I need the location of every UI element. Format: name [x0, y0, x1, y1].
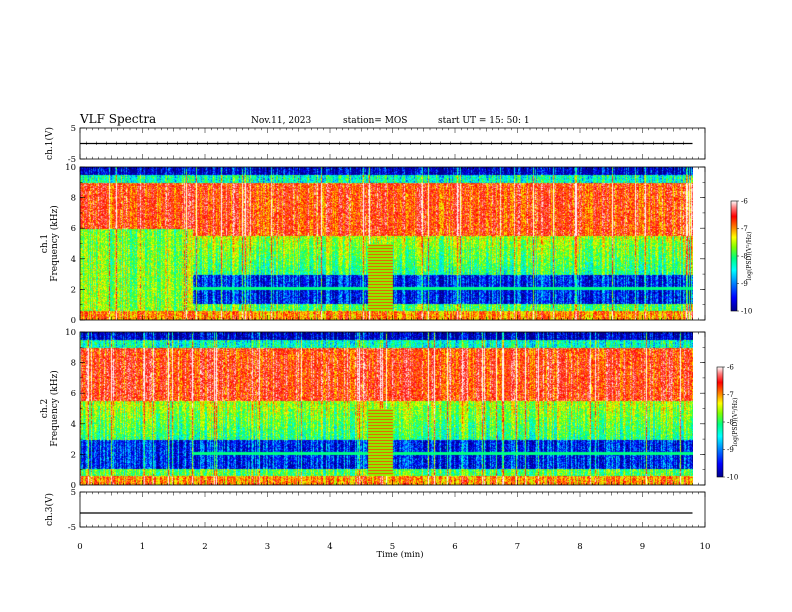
ch1-colorbar-label: log(PSD)(V²/Hz): [746, 232, 753, 281]
ch2-spectrogram-canvas: [80, 332, 693, 485]
ch3-voltage-frame: [79, 491, 706, 528]
colorbar-tick-label: -10: [727, 474, 738, 482]
y-tick-label: 4: [71, 255, 76, 265]
y-tick-label: 6: [71, 389, 76, 399]
x-axis-title: Time (min): [376, 549, 423, 560]
x-tick-label: 7: [515, 542, 520, 552]
y-tick-label: 5: [71, 488, 76, 498]
y-tick-label: 2: [71, 450, 76, 460]
y-tick-label: 8: [71, 359, 76, 369]
y-tick-label: 10: [65, 163, 76, 173]
colorbar-tick-label: -8: [741, 253, 748, 261]
y-tick-label: 10: [65, 328, 76, 338]
colorbar-tick-label: -6: [741, 198, 748, 206]
start-time-label: start UT = 15: 50: 1: [438, 116, 530, 126]
x-tick-label: 1: [140, 542, 145, 552]
colorbar-tick-label: -8: [727, 419, 734, 427]
y-axis-label: Frequency (kHz): [49, 205, 60, 282]
ch2-spectrogram: [80, 332, 693, 485]
y-tick-label: 4: [71, 420, 76, 430]
date-label: Nov.11, 2023: [251, 116, 312, 126]
y-tick-label: 0: [71, 316, 76, 326]
y-tick-label: 8: [71, 194, 76, 204]
ch1-spectrogram: [80, 167, 693, 320]
y-axis-label: Frequency (kHz): [49, 370, 60, 447]
y-tick-label: 6: [71, 224, 76, 234]
y-tick-label: -5: [68, 523, 76, 533]
colorbar-tick-label: -7: [741, 225, 748, 233]
colorbar-tick-label: -10: [741, 308, 752, 316]
x-tick-label: 2: [202, 542, 207, 552]
x-tick-label: 5: [390, 542, 395, 552]
figure-title: VLF Spectra: [79, 112, 156, 126]
ch1-spectrogram-canvas: [80, 167, 693, 320]
ch2-colorbar-label: log(PSD)(V²/Hz): [732, 398, 739, 447]
colorbar-tick-label: -7: [727, 391, 734, 399]
y-axis-label: ch.2: [40, 399, 50, 418]
colorbar-tick-label: -9: [741, 280, 748, 288]
y-tick-label: 0: [71, 481, 76, 491]
colorbar-tick-label: -9: [727, 446, 734, 454]
x-tick-label: 3: [265, 542, 270, 552]
y-axis-label: ch.1: [40, 234, 50, 253]
y-tick-label: -5: [68, 155, 76, 165]
x-tick-label: 8: [577, 542, 582, 552]
x-tick-label: 10: [700, 542, 711, 552]
y-tick-label: 2: [71, 285, 76, 295]
x-tick-label: 9: [640, 542, 645, 552]
colorbar-tick-label: -6: [727, 364, 734, 372]
y-axis-label: ch.3(V): [44, 493, 55, 526]
x-tick-label: 0: [77, 542, 82, 552]
x-tick-label: 6: [452, 542, 457, 552]
x-tick-label: 4: [327, 542, 332, 552]
station-label: station= MOS: [343, 116, 407, 126]
y-tick-label: 5: [71, 124, 76, 134]
y-axis-label: ch.1(V): [44, 127, 55, 160]
